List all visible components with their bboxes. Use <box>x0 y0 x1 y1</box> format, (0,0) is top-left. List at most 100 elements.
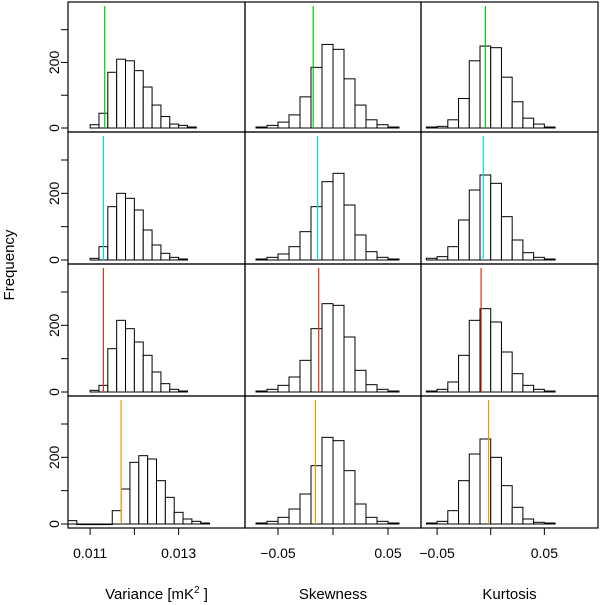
y-tick-label: 200 <box>46 313 62 337</box>
histogram-bar <box>543 258 556 261</box>
histogram-bar <box>354 234 367 261</box>
histogram-bar <box>436 520 449 525</box>
x-axis-title: Variance [mK2 ] <box>105 585 208 603</box>
histogram-bar <box>387 258 400 261</box>
histogram-bar <box>151 244 162 261</box>
histogram-bar <box>365 251 378 261</box>
histogram-bar <box>310 328 323 393</box>
histogram-bar <box>142 354 153 393</box>
histogram-bar <box>332 48 345 129</box>
panel-grid <box>61 1 599 535</box>
histogram-bar <box>125 60 135 129</box>
histogram-bar <box>365 384 378 393</box>
histogram-bar <box>425 126 438 129</box>
histogram-bar <box>266 256 279 261</box>
histogram-bar <box>490 47 502 129</box>
histogram-bar <box>343 470 356 525</box>
histogram-bar <box>277 121 290 129</box>
histogram-bar <box>343 78 356 129</box>
histogram-bar <box>468 189 481 261</box>
x-axis-tick-labels: 0.011 0.013 Variance [mK2 ] −0.05 0.05 Skewne… <box>73 545 558 603</box>
histogram-bar <box>129 461 140 525</box>
panel-r1-c1 <box>61 1 246 133</box>
histogram-bar <box>447 246 460 261</box>
histogram-bar <box>522 117 535 129</box>
histogram-bar <box>376 256 389 261</box>
histogram-bar <box>169 123 180 129</box>
histogram-bar <box>151 104 162 129</box>
histogram-bar <box>500 351 513 393</box>
histogram-bar <box>266 124 279 129</box>
histogram-bar <box>533 388 545 393</box>
histogram-bar <box>387 390 400 393</box>
histogram-bar <box>107 71 118 129</box>
histogram-bar <box>458 354 470 393</box>
histogram-bar <box>543 522 556 525</box>
histogram-bar <box>151 371 162 393</box>
x-tick-label: −0.05 <box>260 545 296 561</box>
histogram-bar <box>447 381 460 393</box>
histogram-bar <box>94 523 104 526</box>
histogram-bar <box>169 256 180 261</box>
histogram-bar <box>178 124 188 129</box>
histogram-bar <box>160 383 171 393</box>
histogram-bar <box>255 522 268 525</box>
histogram-bar <box>458 98 470 129</box>
histogram-bar <box>76 523 87 526</box>
histogram-bar <box>458 219 470 261</box>
histogram-bar <box>186 126 197 129</box>
histogram-bar <box>321 181 334 261</box>
y-tick-label: 0 <box>46 388 62 396</box>
histogram-bar <box>468 453 481 525</box>
histogram-bar <box>365 516 378 525</box>
x-tick-label: −0.05 <box>419 545 455 561</box>
histogram-bar <box>436 125 449 129</box>
histogram-bar <box>376 124 389 129</box>
histogram-bar <box>321 303 334 393</box>
histogram-bar <box>447 119 460 129</box>
panel-frame <box>420 395 599 529</box>
histogram-bar <box>116 58 127 129</box>
histogram-bar <box>89 124 100 129</box>
histogram-bar <box>169 388 180 393</box>
y-tick-label: 200 <box>46 181 62 205</box>
histogram-bar <box>89 257 100 261</box>
histogram-bar <box>354 104 367 129</box>
histogram-bar <box>425 390 438 393</box>
histogram-bar <box>255 390 268 393</box>
histogram-bar <box>543 390 556 393</box>
histogram-bar <box>255 258 268 261</box>
histogram-bar <box>288 508 301 525</box>
histogram-bar <box>182 518 193 525</box>
histogram-bar <box>436 256 449 261</box>
histogram-bar <box>156 480 166 525</box>
histogram-bar <box>277 253 290 261</box>
panel-r1-c3 <box>420 1 599 133</box>
histogram-bar <box>133 209 144 261</box>
panel-r3-c3 <box>420 263 599 397</box>
histogram-bar <box>133 341 144 393</box>
histogram-bar <box>133 70 144 129</box>
panel-r4-c2 <box>244 395 422 535</box>
x-axis-title: Kurtosis <box>482 586 536 603</box>
y-tick-label: 200 <box>46 51 62 75</box>
histogram-bar <box>511 373 524 393</box>
histogram-bar <box>522 252 535 261</box>
histogram-bar <box>387 522 400 525</box>
histogram-bar <box>376 388 389 393</box>
histogram-bar <box>299 96 312 129</box>
histogram-bar <box>468 60 481 129</box>
histogram-bar <box>332 172 345 261</box>
histogram-bar <box>116 319 127 393</box>
histogram-bar <box>354 369 367 393</box>
histogram-bar <box>98 112 109 129</box>
histogram-bar <box>299 493 312 525</box>
histogram-bar <box>436 388 449 393</box>
x-axis-title: Skewness <box>299 586 367 603</box>
histogram-bar <box>511 101 524 129</box>
y-axis-tick-labels: 0 200 0 200 0 200 0 200 <box>46 51 62 528</box>
histogram-bar <box>365 119 378 129</box>
histogram-bar <box>490 456 502 525</box>
panel-r4-c3 <box>420 395 599 535</box>
